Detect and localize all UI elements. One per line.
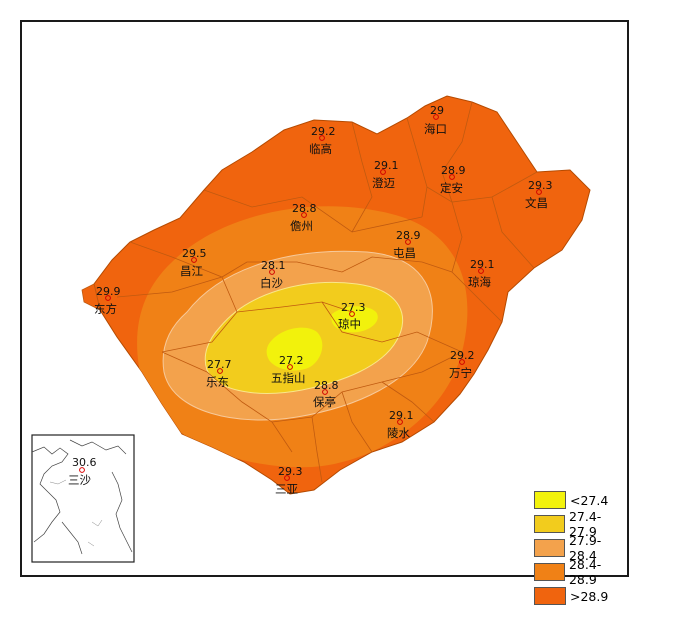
west-coast-strip xyxy=(81,283,101,311)
legend-label-1: 27.4-27.9 xyxy=(568,509,602,539)
station-15-name: 保亭 xyxy=(313,395,336,409)
inset-value: 30.6 xyxy=(72,456,97,469)
zone-below-27-4-wuzhishan xyxy=(266,327,323,371)
station-10-name: 东方 xyxy=(94,302,117,316)
station-9-marker xyxy=(478,268,484,274)
station-12-marker xyxy=(287,364,293,370)
hainan-temperature-map: 29 海口 29.2 临高 29.1 澄迈 28.9 定安 29.3 文昌 28.8 儋州 28.9 屯昌… xyxy=(31,95,591,563)
station-6-name: 屯昌 xyxy=(393,246,416,260)
legend-swatch-0 xyxy=(534,491,566,509)
legend-label-4: >28.9 xyxy=(570,588,609,604)
legend-swatch-4 xyxy=(534,587,566,605)
legend-item-2: 27.9-28.4 xyxy=(534,533,627,563)
station-13-marker xyxy=(217,368,223,374)
station-7-value: 29.5 xyxy=(182,247,207,260)
station-12-name: 五指山 xyxy=(271,371,306,385)
station-5-marker xyxy=(301,212,307,218)
station-16-value: 29.1 xyxy=(389,409,414,422)
station-7-name: 昌江 xyxy=(180,264,203,278)
station-15-marker xyxy=(322,389,328,395)
legend: <27.4 27.4-27.9 27.9-28.4 28.4-28.9 >28.9 xyxy=(534,490,627,610)
station-11-value: 27.3 xyxy=(341,301,366,314)
map-frame: 29 海口 29.2 临高 29.1 澄迈 28.9 定安 29.3 文昌 28.8 儋州 28.9 屯昌… xyxy=(20,20,629,605)
station-11-name: 琼中 xyxy=(338,317,361,331)
station-10-value: 29.9 xyxy=(96,285,121,298)
legend-item-4: >28.9 xyxy=(534,586,627,606)
station-6-value: 28.9 xyxy=(396,229,421,242)
station-8-name: 白沙 xyxy=(260,276,283,290)
station-12-value: 27.2 xyxy=(279,354,304,367)
station-13-name: 乐东 xyxy=(206,375,229,389)
station-0-name: 海口 xyxy=(424,122,447,136)
station-5-value: 28.8 xyxy=(292,202,317,215)
station-6-marker xyxy=(405,239,411,245)
station-0-value: 29 xyxy=(430,104,444,117)
station-1-marker xyxy=(319,135,325,141)
station-5-name: 儋州 xyxy=(290,219,313,233)
station-17-marker xyxy=(284,475,290,481)
station-17-name: 三亚 xyxy=(275,482,298,496)
station-15-value: 28.8 xyxy=(314,379,339,392)
station-2-value: 29.1 xyxy=(374,159,399,172)
station-8-value: 28.1 xyxy=(261,259,286,272)
zone-below-27-4-qiongzhong xyxy=(331,306,378,333)
station-13-value: 27.7 xyxy=(207,358,232,371)
station-14-marker xyxy=(459,359,465,365)
station-4-marker xyxy=(536,189,542,195)
station-1-value: 29.2 xyxy=(311,125,336,138)
station-1-name: 临高 xyxy=(309,142,332,156)
station-11-marker xyxy=(349,311,355,317)
station-8-marker xyxy=(269,269,275,275)
legend-swatch-3 xyxy=(534,563,565,581)
station-16-marker xyxy=(397,419,403,425)
station-4-name: 文昌 xyxy=(525,196,548,210)
station-7-marker xyxy=(191,257,197,263)
station-9-value: 29.1 xyxy=(470,258,495,271)
inset-label: 三沙 xyxy=(68,473,91,487)
station-0-marker xyxy=(433,114,439,120)
station-14-name: 万宁 xyxy=(449,366,472,380)
station-10-marker xyxy=(105,295,111,301)
station-16-name: 陵水 xyxy=(387,426,410,440)
inset-map: 30.6 三沙 xyxy=(31,434,135,563)
stations-layer: 29 海口 29.2 临高 29.1 澄迈 28.9 定安 29.3 文昌 28.8 儋州 28.9 屯昌… xyxy=(94,104,553,496)
county-boundaries xyxy=(116,101,538,483)
station-3-value: 28.9 xyxy=(441,164,466,177)
station-4-value: 29.3 xyxy=(528,179,553,192)
station-3-marker xyxy=(449,174,455,180)
legend-item-0: <27.4 xyxy=(534,490,627,510)
legend-item-1: 27.4-27.9 xyxy=(534,509,627,539)
station-2-marker xyxy=(380,169,386,175)
legend-label-3: 28.4-28.9 xyxy=(568,557,602,587)
legend-swatch-2 xyxy=(534,539,565,557)
station-3-name: 定安 xyxy=(440,181,463,195)
station-14-value: 29.2 xyxy=(450,349,475,362)
legend-label-0: <27.4 xyxy=(570,492,609,508)
legend-label-2: 27.9-28.4 xyxy=(568,533,602,563)
station-9-name: 琼海 xyxy=(468,275,491,289)
legend-swatch-1 xyxy=(534,515,565,533)
station-2-name: 澄迈 xyxy=(372,176,395,190)
station-17-value: 29.3 xyxy=(278,465,303,478)
legend-item-3: 28.4-28.9 xyxy=(534,557,627,587)
